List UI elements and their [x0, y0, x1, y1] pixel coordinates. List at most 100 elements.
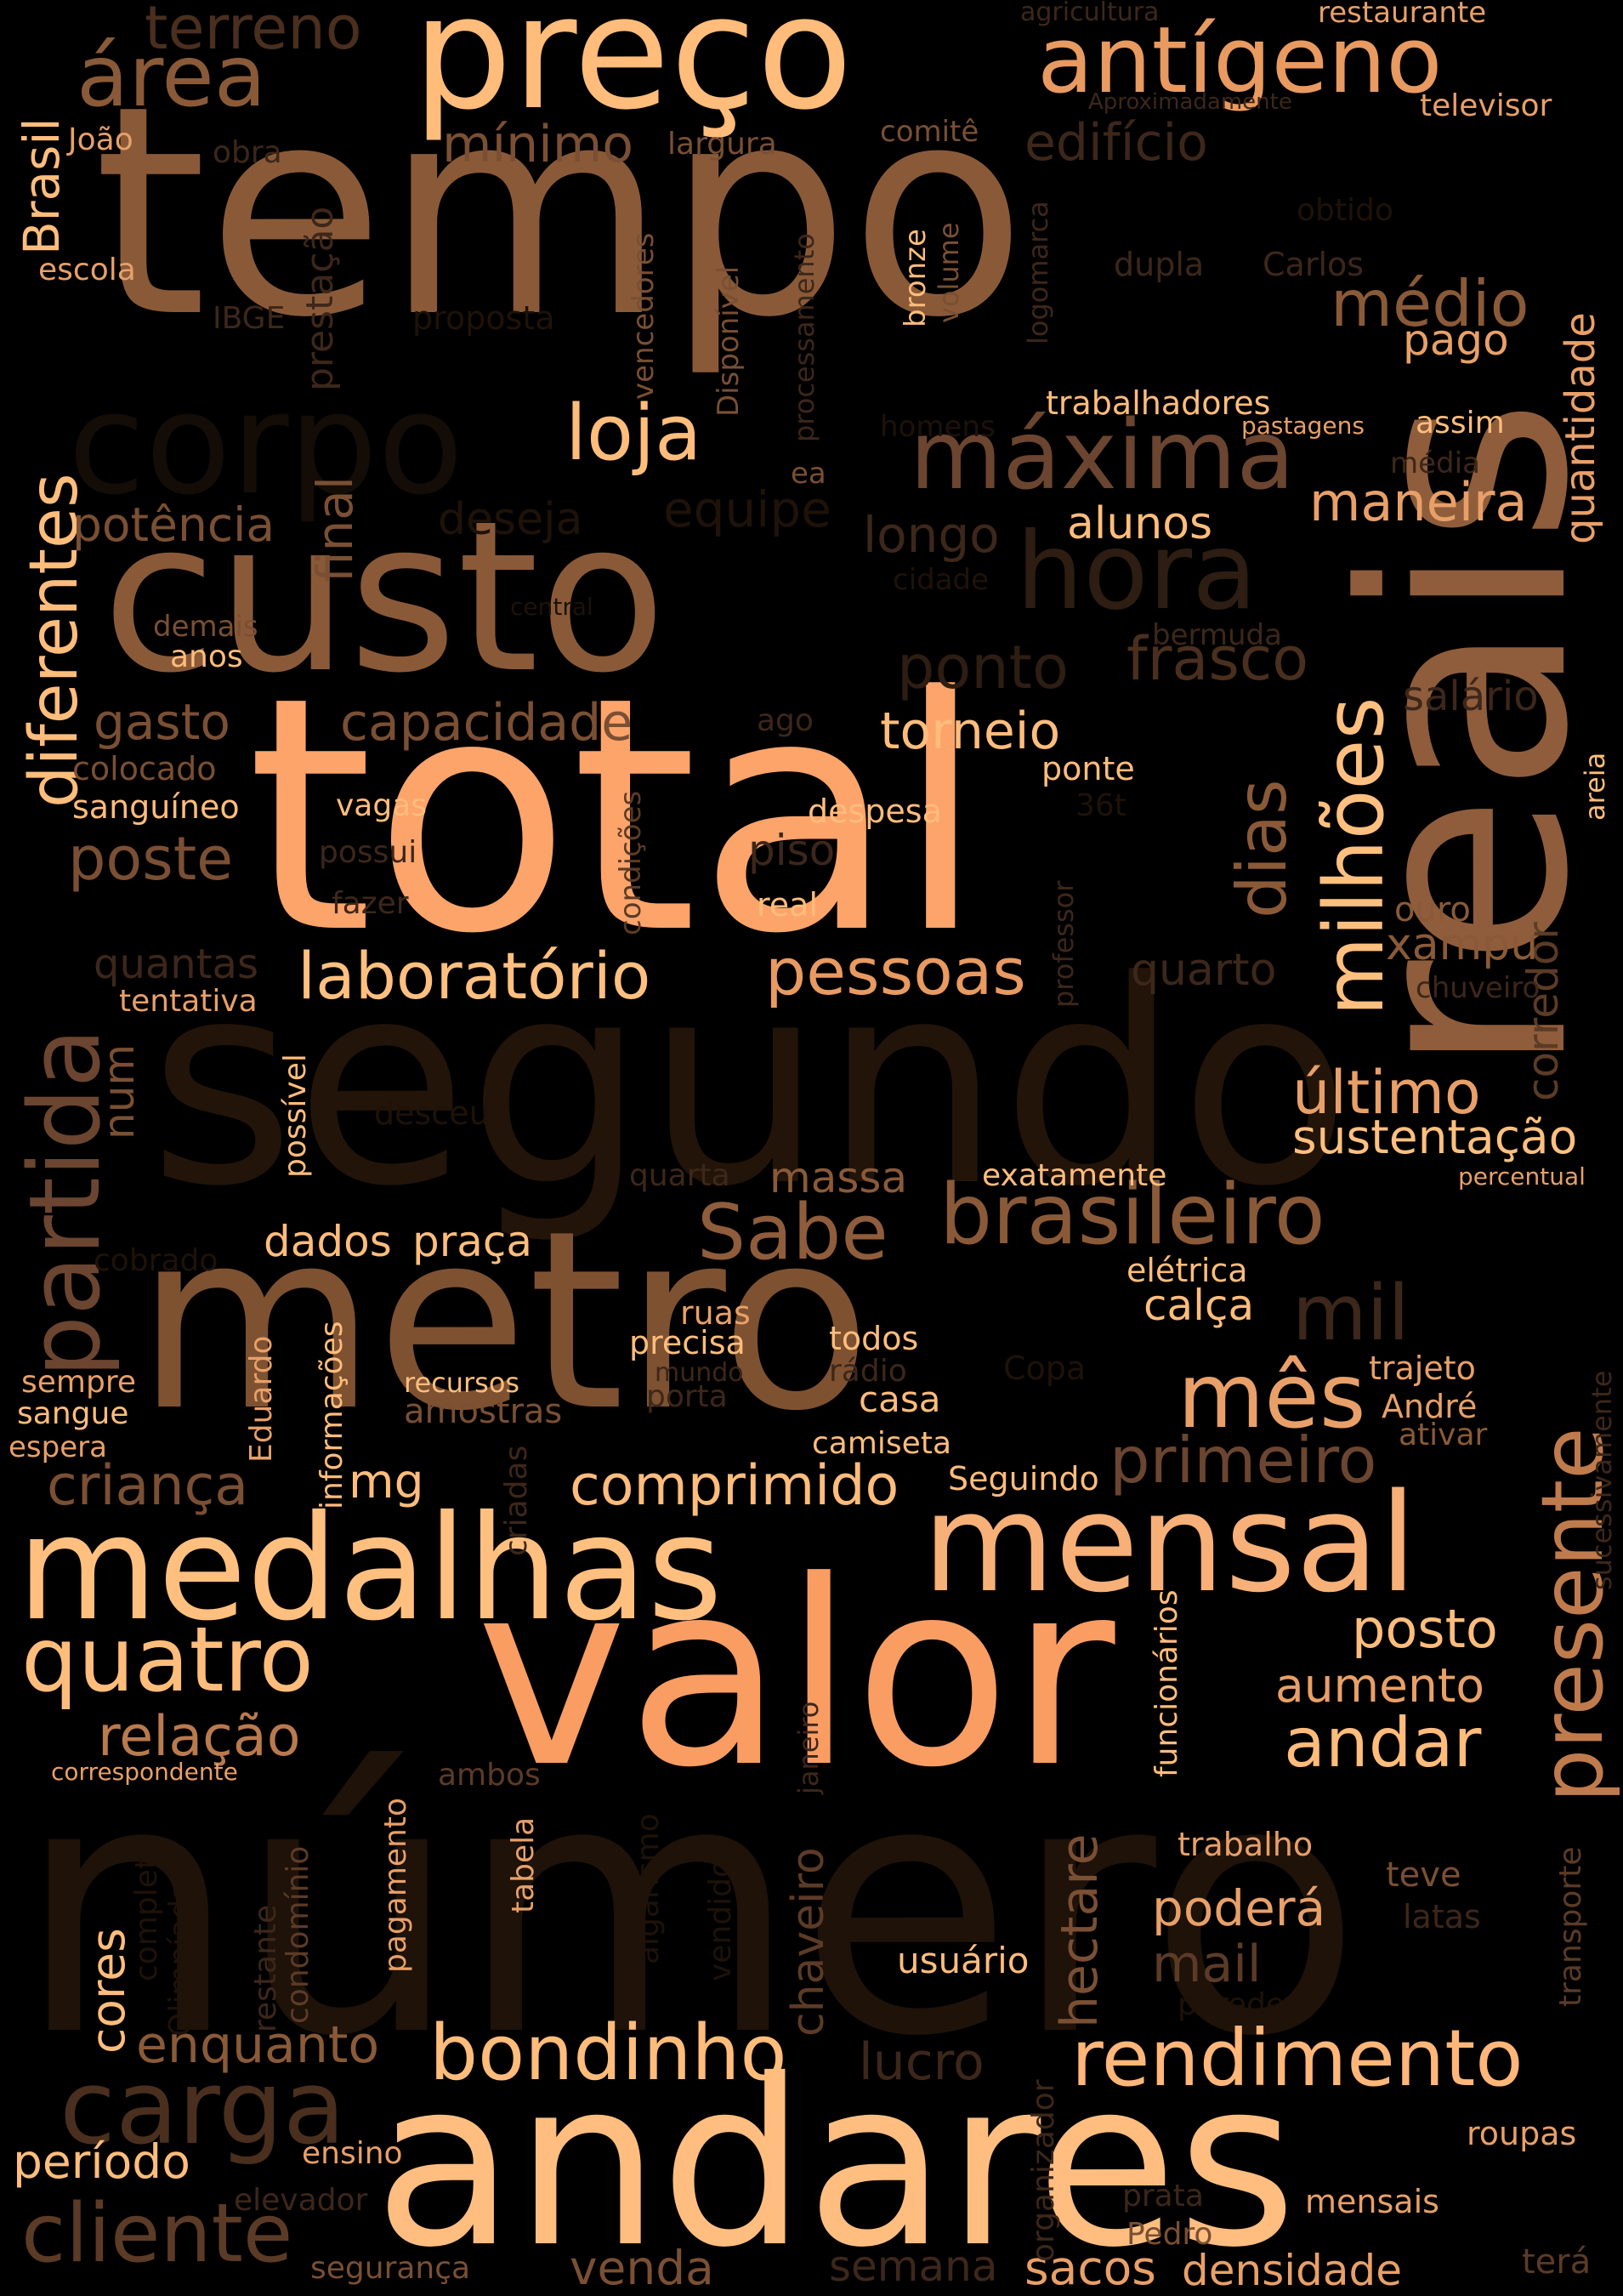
word-massa: massa: [769, 1153, 908, 1202]
word-trajeto: trajeto: [1369, 1350, 1476, 1387]
word-frasco: frasco: [1126, 624, 1309, 694]
word-chuveiro: chuveiro: [1416, 971, 1541, 1005]
word-dias: dias: [1223, 779, 1302, 918]
word-condominio: condomínio: [281, 1845, 315, 2024]
word-enquanto: enquanto: [136, 2015, 380, 2075]
word-calca: calça: [1143, 1281, 1255, 1330]
word-venda: venda: [570, 2241, 714, 2295]
word-percentual: percentual: [1458, 1162, 1586, 1191]
word-ambos: ambos: [438, 1758, 541, 1793]
word-amostras: amostras: [404, 1392, 563, 1431]
word-preco: preço: [412, 0, 854, 145]
word-janeiro: janeiro: [792, 1701, 825, 1794]
word-cliente: cliente: [21, 2187, 293, 2281]
word-carlos: Carlos: [1263, 246, 1365, 283]
word-tentativa: tentativa: [119, 984, 258, 1019]
word-mensal: mensal: [922, 1463, 1417, 1623]
word-podera: poderá: [1152, 1879, 1326, 1937]
word-metro: metro: [136, 1179, 871, 1465]
word-pago: pago: [1403, 315, 1509, 365]
word-crianca: criança: [47, 1454, 249, 1518]
word-latas: latas: [1403, 1898, 1481, 1935]
word-deseja: deseja: [438, 494, 583, 545]
word-recursos: recursos: [404, 1367, 520, 1399]
word-bronze: bronze: [899, 229, 933, 327]
word-desceu: desceu: [374, 1094, 490, 1132]
word-teve: teve: [1386, 1856, 1461, 1895]
word-cobrado: cobrado: [94, 1243, 218, 1278]
word-ago: ago: [757, 703, 814, 738]
word-correspondente: correspondente: [51, 1758, 238, 1786]
word-periodo: período: [13, 2134, 190, 2189]
word-hora: hora: [1016, 510, 1257, 634]
word-andre: André: [1382, 1388, 1478, 1425]
word-maxima: máxima: [910, 401, 1295, 511]
word-densidade: densidade: [1182, 2246, 1403, 2295]
word-aumento: aumento: [1275, 1658, 1485, 1713]
word-mg: mg: [349, 1454, 424, 1509]
word-mes: mês: [1178, 1344, 1366, 1448]
word-praca: praça: [412, 1217, 533, 1266]
word-pagamento: pagamento: [378, 1798, 413, 1973]
word-primeiro: primeiro: [1109, 1423, 1377, 1498]
word-televisor: televisor: [1420, 88, 1552, 123]
word-assim: assim: [1416, 406, 1505, 440]
word-demais: demais: [153, 610, 258, 644]
word-escola: escola: [38, 253, 136, 287]
word-valor: valor: [476, 1526, 1115, 1823]
word-corpo: corpo: [68, 362, 464, 526]
word-informacoes: informações: [315, 1321, 349, 1509]
word-criadas: criadas: [499, 1445, 534, 1556]
word-medio: médio: [1331, 266, 1529, 341]
word-seguindo: Seguindo: [948, 1460, 1099, 1498]
word-colocado: colocado: [72, 750, 217, 787]
word-precisa: precisa: [629, 1324, 746, 1361]
word-elevador: elevador: [234, 2183, 368, 2218]
word-volume: volume: [933, 222, 965, 323]
word-laboratorio: laboratório: [298, 938, 651, 1014]
word-potencia: potência: [72, 497, 275, 552]
word-milhoes: milhões: [1307, 696, 1402, 1016]
word-pastagens: pastagens: [1241, 412, 1365, 440]
word-trabalhadores: trabalhadores: [1046, 384, 1271, 422]
word-proposta: proposta: [412, 299, 555, 337]
word-bondinho: bondinho: [429, 2009, 787, 2098]
word-mensais: mensais: [1305, 2183, 1439, 2220]
word-central: central: [510, 593, 593, 621]
word-sempre: sempre: [21, 1365, 136, 1400]
word-ruas: ruas: [680, 1294, 751, 1332]
word-condicoes: condições: [614, 790, 648, 935]
word-mil: mil: [1292, 1269, 1410, 1358]
word-poste: poste: [68, 824, 234, 894]
word-possivel: possível: [278, 1054, 313, 1178]
word-longo: longo: [863, 506, 1000, 564]
word-numero: número: [17, 1706, 1362, 2112]
word-pedro: Pedro: [1126, 2217, 1213, 2252]
word-largura: largura: [667, 127, 777, 162]
word-ibge: IBGE: [213, 301, 286, 336]
word-espera: espera: [9, 1430, 107, 1464]
word-salario: salário: [1403, 673, 1539, 720]
word-despesa: despesa: [808, 793, 942, 830]
word-bermuda: bermuda: [1152, 618, 1282, 652]
word-sangue: sangue: [17, 1396, 129, 1431]
word-piso: piso: [748, 826, 836, 875]
word-tabela: tabela: [506, 1816, 541, 1913]
word-equipe: equipe: [663, 480, 831, 538]
word-seguranca: segurança: [310, 2251, 471, 2286]
word-quatro: quatro: [21, 1608, 314, 1712]
word-custo: custo: [102, 476, 667, 719]
word-media: média: [1390, 446, 1480, 480]
word-funcionarios: funcionários: [1149, 1589, 1184, 1777]
word-completo: completo: [129, 1838, 164, 1981]
word-homens: homens: [880, 410, 996, 444]
word-eduardo: Eduardo: [244, 1335, 279, 1463]
word-possui: possui: [319, 835, 417, 870]
word-obra: obra: [213, 135, 282, 170]
word-total: total: [247, 628, 985, 1004]
word-tera: terá: [1522, 2242, 1592, 2282]
word-num: num: [94, 1043, 144, 1139]
word-eletrica: elétrica: [1126, 1252, 1248, 1289]
word-ponte: ponte: [1041, 750, 1135, 787]
word-trabalho: trabalho: [1178, 1826, 1314, 1863]
